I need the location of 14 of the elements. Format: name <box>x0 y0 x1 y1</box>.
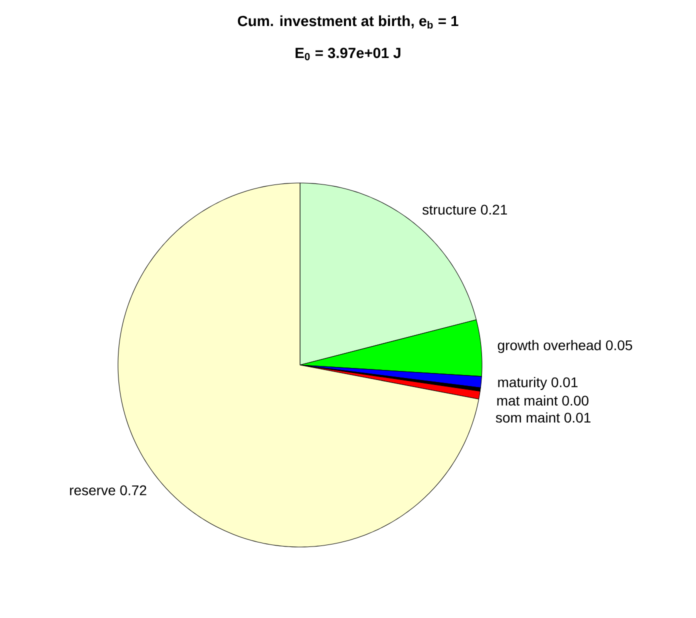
data-label: 0.01 <box>552 377 578 388</box>
data-label: 0.21 <box>480 204 507 215</box>
chart-title: Cum. investment at birth, e$_{b}$ = 1 <box>238 15 458 29</box>
chart-subtitle: E$_{0}$ = 3.97e+01 J <box>296 48 400 60</box>
data-label: 0.00 <box>562 396 588 406</box>
slice-label: maturity <box>498 376 548 390</box>
slice-label: reserve <box>70 488 116 496</box>
data-label: 0.01 <box>564 412 590 423</box>
slice-label: mat maint <box>497 395 558 406</box>
data-label: 0.72 <box>120 485 146 496</box>
slice-label: som maint <box>496 412 560 423</box>
data-label: 0.05 <box>606 340 632 350</box>
slice-label: structure <box>422 205 476 215</box>
slice-label: growth overhead <box>498 340 601 354</box>
